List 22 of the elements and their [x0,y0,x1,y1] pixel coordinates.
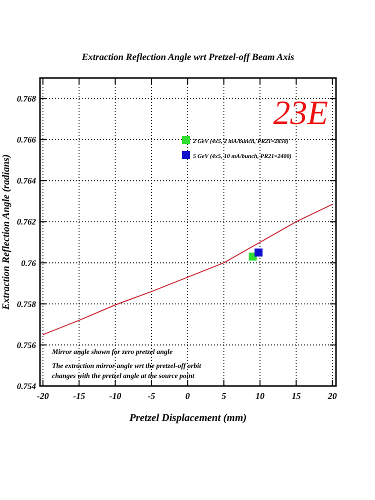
x-tick-label: 5 [222,391,227,401]
x-tick-label: 10 [256,391,266,401]
y-axis-title: Extraction Reflection Angle (radians) [1,154,12,311]
x-tick-label: -10 [109,391,122,401]
chart-title: Extraction Reflection Angle wrt Pretzel-off Beam Axis [80,53,294,63]
annotation: 23E [273,95,328,132]
x-axis-title: Pretzel Displacement (mm) [129,413,247,424]
y-tick-label: 0.766 [16,134,37,145]
y-tick-label: 0.754 [16,381,36,391]
y-tick-label: 0.764 [16,176,36,186]
y-tick-label: 0.76 [21,258,37,268]
y-tick-label: 0.762 [16,216,37,227]
line-series [42,204,333,336]
x-tick-label: -5 [148,391,156,401]
y-tick-label: 0.756 [16,340,37,350]
x-tick-label: 20 [326,391,338,401]
x-tick-label: -20 [36,391,50,401]
x-tick-label: -15 [73,391,86,401]
y-tick-label: 0.758 [16,298,37,309]
y-tick-label: 0.768 [16,94,37,104]
x-tick-label: 15 [292,391,302,401]
x-tick-label: 0 [185,391,190,401]
